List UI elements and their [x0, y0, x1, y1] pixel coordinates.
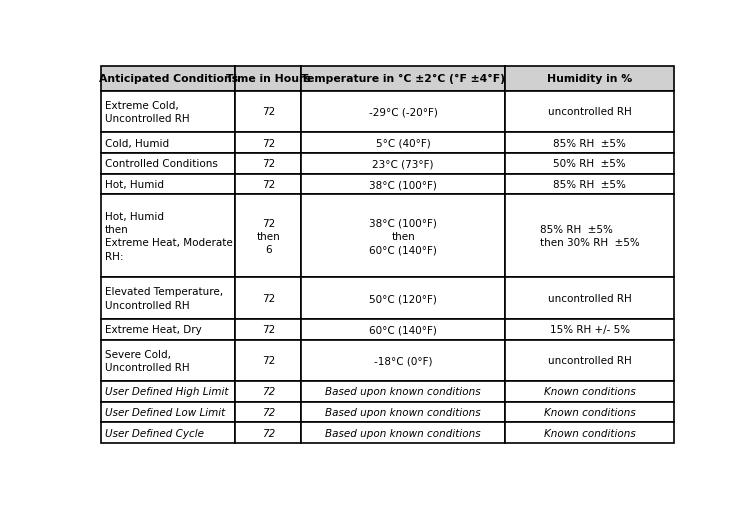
Text: 72: 72 [262, 138, 275, 148]
Text: 38°C (100°F): 38°C (100°F) [369, 180, 437, 190]
Text: Based upon known conditions: Based upon known conditions [325, 407, 481, 417]
Text: Temperature in °C ±2°C (°F ±4°F): Temperature in °C ±2°C (°F ±4°F) [301, 74, 505, 84]
Text: Elevated Temperature,
Uncontrolled RH: Elevated Temperature, Uncontrolled RH [105, 287, 223, 310]
Text: Hot, Humid: Hot, Humid [105, 180, 164, 190]
Text: 50% RH  ±5%: 50% RH ±5% [553, 159, 626, 169]
Text: Cold, Humid: Cold, Humid [105, 138, 169, 148]
Text: 50°C (120°F): 50°C (120°F) [369, 293, 437, 304]
Bar [101, 67, 235, 91]
Bar [101, 195, 235, 278]
Text: 5°C (40°F): 5°C (40°F) [376, 138, 431, 148]
Text: 72: 72 [262, 107, 275, 117]
Bar [101, 423, 235, 443]
Bar [505, 381, 674, 402]
Text: 72
then
6: 72 then 6 [256, 218, 280, 255]
Bar [505, 340, 674, 381]
Bar [505, 195, 674, 278]
Bar [302, 319, 505, 340]
Bar [235, 278, 302, 319]
Text: Based upon known conditions: Based upon known conditions [325, 387, 481, 396]
Text: 15% RH +/- 5%: 15% RH +/- 5% [550, 325, 630, 334]
Bar [505, 402, 674, 423]
Text: 72: 72 [262, 159, 275, 169]
Bar [505, 154, 674, 174]
Bar [302, 174, 505, 195]
Text: 85% RH  ±5%: 85% RH ±5% [553, 180, 626, 190]
Text: 72: 72 [262, 428, 275, 438]
Bar [302, 67, 505, 91]
Text: uncontrolled RH: uncontrolled RH [548, 356, 631, 366]
Text: 85% RH  ±5%
then 30% RH  ±5%: 85% RH ±5% then 30% RH ±5% [540, 225, 640, 248]
Bar [235, 174, 302, 195]
Bar [302, 91, 505, 133]
Bar [235, 195, 302, 278]
Bar [235, 340, 302, 381]
Text: User Defined Low Limit: User Defined Low Limit [105, 407, 225, 417]
Bar [302, 195, 505, 278]
Text: Anticipated Conditions: Anticipated Conditions [98, 74, 237, 84]
Bar [302, 423, 505, 443]
Bar [505, 278, 674, 319]
Text: uncontrolled RH: uncontrolled RH [548, 293, 631, 304]
Bar [302, 340, 505, 381]
Bar [235, 402, 302, 423]
Bar [302, 278, 505, 319]
Bar [101, 319, 235, 340]
Bar [101, 278, 235, 319]
Text: 72: 72 [262, 387, 275, 396]
Text: 72: 72 [262, 325, 275, 334]
Text: 72: 72 [262, 180, 275, 190]
Text: 72: 72 [262, 356, 275, 366]
Bar [302, 154, 505, 174]
Bar [235, 154, 302, 174]
Bar [505, 423, 674, 443]
Bar [505, 133, 674, 154]
Bar [302, 381, 505, 402]
Text: Hot, Humid
then
Extreme Heat, Moderate
RH:: Hot, Humid then Extreme Heat, Moderate R… [105, 212, 233, 261]
Text: Extreme Cold,
Uncontrolled RH: Extreme Cold, Uncontrolled RH [105, 100, 190, 124]
Bar [235, 319, 302, 340]
Bar [302, 133, 505, 154]
Bar [101, 91, 235, 133]
Text: uncontrolled RH: uncontrolled RH [548, 107, 631, 117]
Bar [302, 402, 505, 423]
Text: 72: 72 [262, 407, 275, 417]
Text: Known conditions: Known conditions [544, 387, 636, 396]
Bar [101, 174, 235, 195]
Text: Known conditions: Known conditions [544, 407, 636, 417]
Bar [505, 174, 674, 195]
Text: 38°C (100°F)
then
60°C (140°F): 38°C (100°F) then 60°C (140°F) [369, 218, 437, 255]
Text: 85% RH  ±5%: 85% RH ±5% [553, 138, 626, 148]
Text: Severe Cold,
Uncontrolled RH: Severe Cold, Uncontrolled RH [105, 349, 190, 372]
Text: Known conditions: Known conditions [544, 428, 636, 438]
Text: Time in Hours: Time in Hours [226, 74, 311, 84]
Text: Extreme Heat, Dry: Extreme Heat, Dry [105, 325, 202, 334]
Text: User Defined High Limit: User Defined High Limit [105, 387, 228, 396]
Bar [235, 423, 302, 443]
Bar [505, 67, 674, 91]
Bar [235, 91, 302, 133]
Text: -18°C (0°F): -18°C (0°F) [374, 356, 432, 366]
Text: -29°C (-20°F): -29°C (-20°F) [369, 107, 438, 117]
Text: Controlled Conditions: Controlled Conditions [105, 159, 218, 169]
Bar [505, 319, 674, 340]
Bar [235, 133, 302, 154]
Text: Humidity in %: Humidity in % [547, 74, 632, 84]
Text: Based upon known conditions: Based upon known conditions [325, 428, 481, 438]
Bar [101, 340, 235, 381]
Bar [505, 91, 674, 133]
Text: User Defined Cycle: User Defined Cycle [105, 428, 204, 438]
Text: 60°C (140°F): 60°C (140°F) [369, 325, 437, 334]
Text: 72: 72 [262, 293, 275, 304]
Bar [101, 381, 235, 402]
Bar [235, 67, 302, 91]
Bar [101, 402, 235, 423]
Bar [235, 381, 302, 402]
Text: 23°C (73°F): 23°C (73°F) [373, 159, 434, 169]
Bar [101, 133, 235, 154]
Bar [101, 154, 235, 174]
